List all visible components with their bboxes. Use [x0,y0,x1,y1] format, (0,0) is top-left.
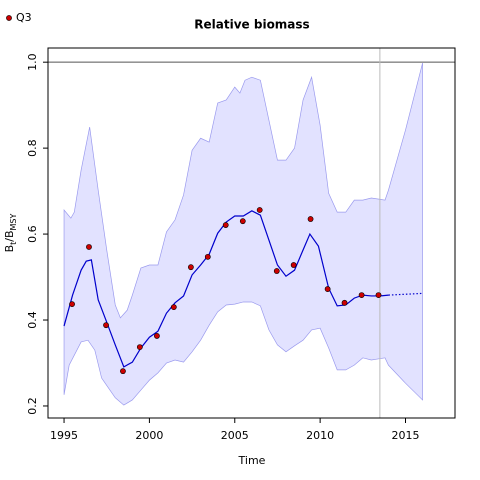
data-point [324,286,331,292]
data-point [170,304,177,311]
x-axis-label: Time [238,454,266,467]
data-point [256,207,263,213]
data-point [307,216,314,222]
x-tick-label: 2000 [135,429,163,442]
data-point [375,292,382,298]
y-axis-label: Bt/BMSY [3,213,18,252]
confidence-band [63,62,423,406]
y-axis-label-part: MSY [9,213,18,230]
y-tick-label: 0.4 [26,311,39,329]
y-tick-label: 0.2 [26,397,39,415]
x-tick-label: 2015 [391,429,419,442]
data-point [187,264,194,271]
y-axis-label-part: t [9,242,18,245]
y-tick-label: 1.0 [26,53,39,71]
x-tick-label: 1995 [50,429,78,442]
data-point [222,222,229,228]
biomass-line [63,210,389,368]
data-point [290,262,297,268]
data-point [86,244,92,250]
data-point [239,218,246,225]
legend-marker [6,15,12,21]
data-point [204,253,211,260]
y-axis-label-part: /B [3,230,16,241]
chart-title: Relative biomass [194,18,309,32]
data-point [341,299,348,306]
data-point [154,333,160,339]
data-point [136,344,143,350]
plot-frame [47,47,456,419]
y-tick-label: 0.8 [26,139,39,157]
data-point [69,301,75,308]
x-tick-label: 2010 [306,429,334,442]
y-axis-label-part: B [3,245,16,253]
legend-label: Q3 [16,11,32,24]
projection-line [388,292,423,296]
data-point [120,368,126,375]
x-tick-label: 2005 [221,429,249,442]
data-point [103,322,109,329]
data-point [358,292,365,298]
data-point [273,268,280,274]
y-tick-label: 0.6 [26,225,39,243]
